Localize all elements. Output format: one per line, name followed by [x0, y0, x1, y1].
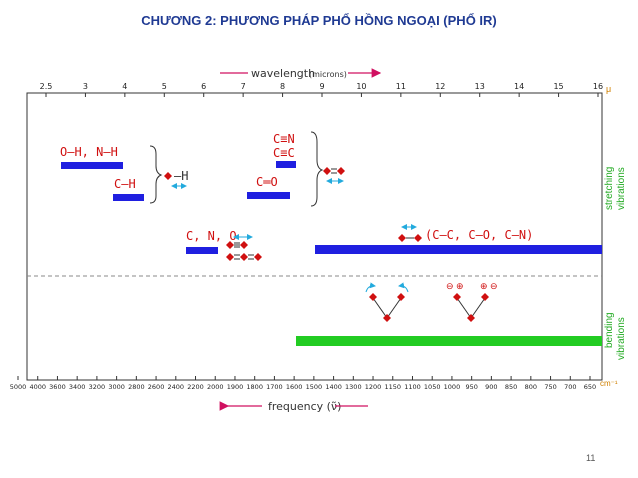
atom-diamond-icon	[397, 293, 405, 301]
oh-nh-band	[61, 162, 123, 169]
cn-triple-label: C≡N	[273, 132, 295, 146]
frequency-ticks: 5000 4000 3600 3400 3200 3000 2800 2600 2400 2200…	[10, 376, 596, 391]
wavelength-label: wavelength	[251, 67, 315, 80]
frequency-tick-label: 750	[544, 383, 556, 391]
frequency-tick-label: 1300	[345, 383, 362, 391]
bending-band	[296, 336, 602, 346]
wavelength-tick-label: 6	[201, 82, 206, 91]
frequency-tick-label: 2200	[187, 383, 204, 391]
frequency-tick-label: 3400	[69, 383, 86, 391]
wavelength-tick-label: 9	[319, 82, 324, 91]
wavelength-tick-label: 12	[435, 82, 445, 91]
frequency-tick-label: 1050	[424, 383, 441, 391]
atom-diamond-icon	[369, 293, 377, 301]
triple-bond-band	[276, 161, 296, 168]
atom-diamond-icon	[226, 253, 234, 261]
wavelength-tick-label: 13	[475, 82, 485, 91]
frequency-tick-label: 3000	[108, 383, 125, 391]
wavelength-tick-label: 16	[593, 82, 603, 91]
plus-symbol: ⊕	[480, 281, 488, 291]
atom-diamond-icon	[254, 253, 262, 261]
frequency-tick-label: 2800	[128, 383, 145, 391]
chart-frame	[26, 92, 603, 381]
frequency-tick-label: 950	[465, 383, 477, 391]
cno-label: C, N, O	[186, 229, 237, 243]
wavelength-tick-label: 10	[356, 82, 366, 91]
frequency-tick-label: 3600	[49, 383, 66, 391]
frequency-tick-label: 1900	[227, 383, 244, 391]
h-stretch-brace	[149, 145, 163, 204]
frequency-tick-label: 650	[584, 383, 596, 391]
bending-label: bending	[604, 312, 615, 348]
atom-diamond-icon	[240, 253, 248, 261]
wavelength-tick-label: 14	[514, 82, 524, 91]
atom-diamond-icon	[414, 234, 422, 242]
atom-diamond-icon	[383, 314, 391, 322]
wavelength-unit-symbol: μ	[606, 84, 611, 94]
stretching-label: stretching	[604, 167, 615, 210]
stretching-vibrations-label: vibrations	[616, 167, 627, 210]
frequency-tick-label: 800	[525, 383, 537, 391]
single-bonds-label: (C—C, C—O, C—N)	[425, 228, 533, 242]
h-bond-label: —H	[174, 169, 188, 183]
frequency-tick-label: 2600	[148, 383, 165, 391]
frequency-tick-label: 3200	[89, 383, 106, 391]
frequency-tick-label: 1150	[384, 383, 401, 391]
carbonyl-band	[247, 192, 290, 199]
frequency-tick-label: 1700	[266, 383, 283, 391]
frequency-tick-label: 2400	[168, 383, 185, 391]
frequency-tick-label: 1500	[306, 383, 323, 391]
atom-diamond-icon	[164, 172, 172, 180]
bending-vibrations-label: vibrations	[616, 317, 627, 360]
frequency-label: frequency (ν̃)	[268, 400, 341, 413]
wavelength-tick-label: 2.5	[40, 82, 53, 91]
cumulated-band	[186, 247, 218, 254]
frequency-tick-label: 900	[485, 383, 497, 391]
wavelength-tick-label: 15	[553, 82, 563, 91]
frequency-tick-label: 850	[505, 383, 517, 391]
frequency-tick-label: 5000	[10, 383, 27, 391]
ch-band	[113, 194, 144, 201]
minus-symbol: ⊖	[490, 281, 498, 291]
single-bond-band	[315, 245, 602, 254]
frequency-tick-label: 1400	[325, 383, 342, 391]
atom-diamond-icon	[240, 241, 248, 249]
frequency-tick-label: 1200	[365, 383, 382, 391]
wavelength-tick-label: 8	[280, 82, 285, 91]
frequency-tick-label: 1100	[404, 383, 421, 391]
atom-diamond-icon	[398, 234, 406, 242]
plus-symbol: ⊕	[456, 281, 464, 291]
atom-diamond-icon	[481, 293, 489, 301]
bend-arrow-icon	[398, 282, 409, 293]
atom-diamond-icon	[337, 167, 345, 175]
frequency-tick-label: 1000	[444, 383, 461, 391]
oh-nh-label: O—H, N—H	[60, 145, 118, 159]
wavelength-tick-label: 7	[241, 82, 246, 91]
atom-diamond-icon	[226, 241, 234, 249]
wavelength-unit: (microns)	[309, 70, 347, 79]
slide-title: CHƯƠNG 2: PHƯƠNG PHÁP PHỔ HỒNG NGOẠI (PH…	[141, 13, 497, 28]
minus-symbol: ⊖	[446, 281, 454, 291]
wavelength-tick-label: 11	[396, 82, 406, 91]
wavelength-tick-label: 3	[83, 82, 88, 91]
wavelength-ticks: 2.5 3 4 5 6 7 8 9 10 11 12 13 14 15 16	[40, 82, 603, 97]
frequency-tick-label: 1800	[246, 383, 263, 391]
atom-diamond-icon	[453, 293, 461, 301]
frequency-unit-symbol: cm⁻¹	[600, 379, 618, 388]
page-number: 11	[586, 453, 596, 463]
atom-diamond-icon	[467, 314, 475, 322]
wavelength-tick-label: 4	[122, 82, 127, 91]
cc-triple-label: C≡C	[273, 146, 295, 160]
atom-diamond-icon	[323, 167, 331, 175]
ch-label: C—H	[114, 177, 136, 191]
frequency-tick-label: 1600	[286, 383, 303, 391]
bend-arrow-icon	[365, 282, 376, 293]
frequency-tick-label: 700	[564, 383, 576, 391]
wavelength-tick-label: 5	[162, 82, 167, 91]
co-double-label: C═O	[256, 175, 278, 189]
frequency-tick-label: 2000	[207, 383, 224, 391]
frequency-tick-label: 4000	[29, 383, 46, 391]
multiple-bond-brace	[310, 131, 324, 207]
